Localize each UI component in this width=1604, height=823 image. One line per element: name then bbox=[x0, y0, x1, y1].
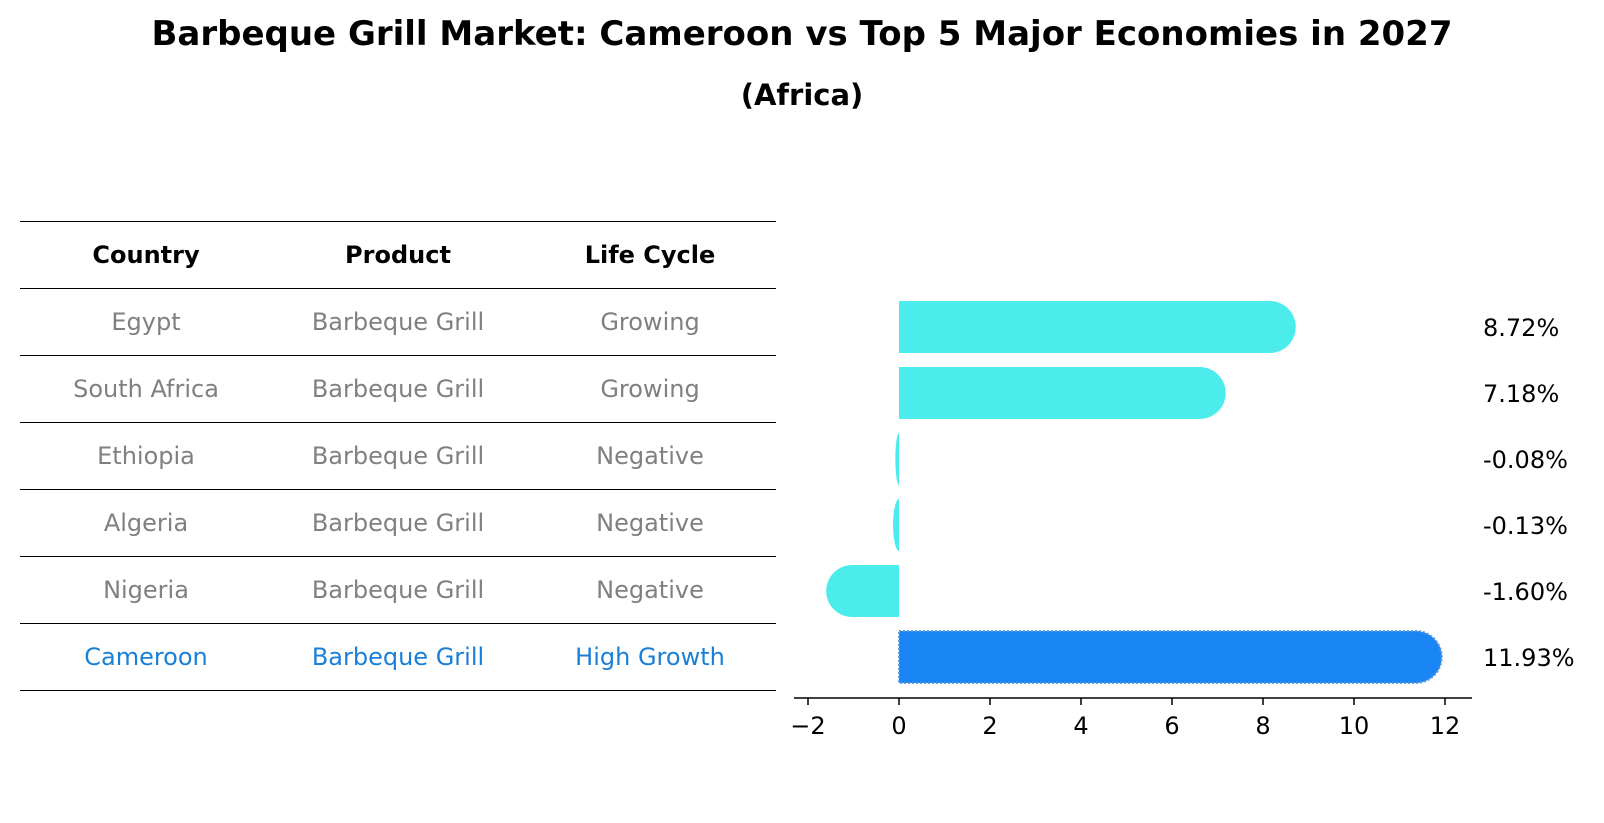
cell-life-cycle: High Growth bbox=[575, 643, 725, 671]
cell-life-cycle: Negative bbox=[596, 576, 704, 604]
bar-nigeria bbox=[826, 565, 899, 617]
x-tick-label: 10 bbox=[1339, 712, 1370, 740]
x-tick-label: 0 bbox=[891, 712, 906, 740]
data-label: 11.93% bbox=[1483, 644, 1575, 672]
data-label: -0.13% bbox=[1483, 512, 1568, 540]
cell-country: Egypt bbox=[111, 308, 181, 336]
x-tick-label: 12 bbox=[1430, 712, 1461, 740]
table-row: Algeria Barbeque Grill Negative bbox=[20, 490, 776, 557]
data-label: 8.72% bbox=[1483, 314, 1559, 342]
chart-subtitle: (Africa) bbox=[740, 78, 864, 112]
table-row: South Africa Barbeque Grill Growing bbox=[20, 356, 776, 423]
chart-title: Barbeque Grill Market: Cameroon vs Top 5… bbox=[151, 14, 1453, 54]
header-life-cycle: Life Cycle bbox=[584, 241, 716, 269]
header-country: Country bbox=[92, 241, 200, 269]
bar-egypt bbox=[899, 301, 1296, 353]
cell-country: Cameroon bbox=[84, 643, 208, 671]
cell-product: Barbeque Grill bbox=[311, 509, 485, 537]
x-tick-label: −2 bbox=[790, 712, 825, 740]
cell-product: Barbeque Grill bbox=[311, 308, 485, 336]
table-row: Egypt Barbeque Grill Growing bbox=[20, 289, 776, 356]
cell-life-cycle: Negative bbox=[596, 509, 704, 537]
table-header-row: Country Product Life Cycle bbox=[20, 221, 776, 289]
cell-country: Algeria bbox=[103, 509, 189, 537]
x-tick-label: 8 bbox=[1255, 712, 1270, 740]
data-label: -1.60% bbox=[1483, 578, 1568, 606]
data-table: Country Product Life Cycle Egypt Barbequ… bbox=[20, 221, 776, 691]
table-row-highlighted: Cameroon Barbeque Grill High Growth bbox=[20, 624, 776, 691]
bar-cameroon bbox=[898, 630, 1443, 684]
bar-ethiopia bbox=[895, 433, 899, 485]
x-tick-label: 4 bbox=[1073, 712, 1088, 740]
cell-life-cycle: Growing bbox=[600, 375, 700, 403]
data-label: -0.08% bbox=[1483, 446, 1568, 474]
cell-country: Ethiopia bbox=[97, 442, 195, 470]
x-tick-label: 2 bbox=[982, 712, 997, 740]
table-row: Nigeria Barbeque Grill Negative bbox=[20, 557, 776, 624]
cell-product: Barbeque Grill bbox=[311, 375, 485, 403]
cell-country: Nigeria bbox=[103, 576, 189, 604]
data-label: 7.18% bbox=[1483, 380, 1559, 408]
table-row: Ethiopia Barbeque Grill Negative bbox=[20, 423, 776, 490]
cell-life-cycle: Growing bbox=[600, 308, 700, 336]
bar-algeria bbox=[893, 499, 899, 551]
x-tick-label: 6 bbox=[1164, 712, 1179, 740]
cell-product: Barbeque Grill bbox=[311, 576, 485, 604]
cell-life-cycle: Negative bbox=[596, 442, 704, 470]
bar-south-africa bbox=[899, 367, 1226, 419]
cell-product: Barbeque Grill bbox=[311, 442, 485, 470]
cell-country: South Africa bbox=[73, 375, 219, 403]
header-product: Product bbox=[345, 241, 451, 269]
cell-product: Barbeque Grill bbox=[311, 643, 485, 671]
